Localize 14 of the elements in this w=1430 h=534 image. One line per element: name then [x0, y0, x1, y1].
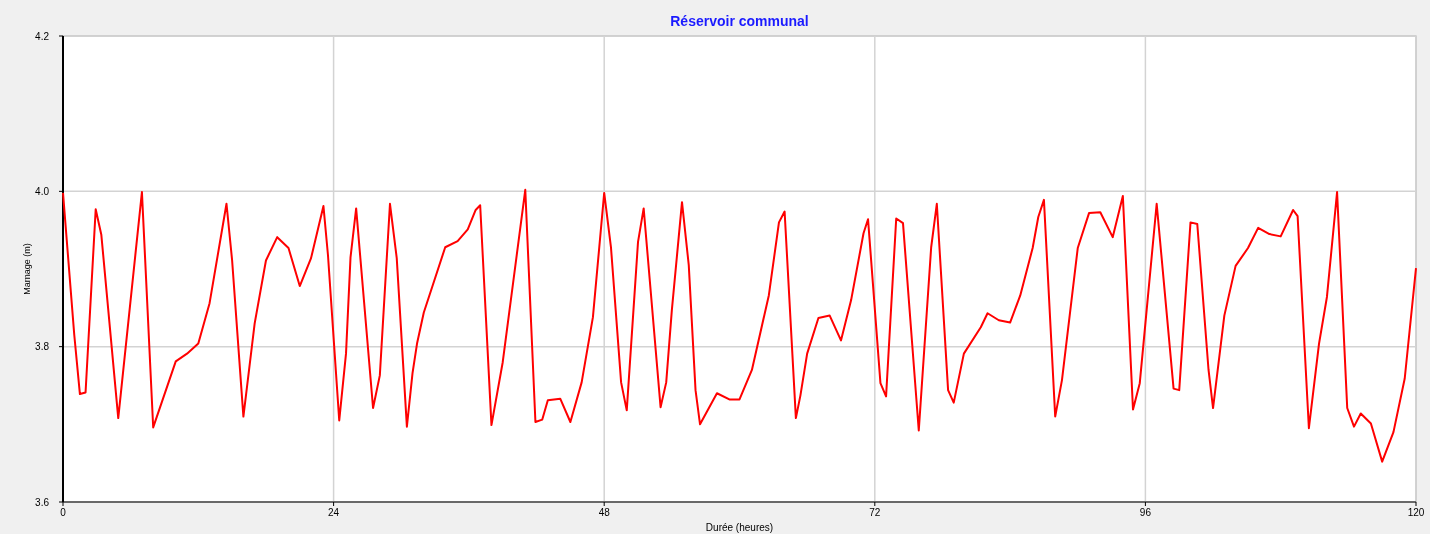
x-axis-title: Durée (heures)	[705, 522, 774, 533]
line-series	[62, 188, 1417, 463]
y-tick-label: 4.0	[35, 185, 50, 197]
x-tick-label: 24	[328, 507, 340, 518]
x-tick-label: 96	[1139, 507, 1152, 518]
x-tick-label: 120	[1407, 507, 1425, 518]
x-tick-label: 48	[598, 507, 611, 518]
y-tick-label: 3.8	[35, 341, 50, 353]
x-tick-label: 0	[60, 507, 67, 518]
chart-title: Réservoir communal	[670, 13, 809, 29]
y-tick-label: 3.6	[35, 496, 50, 508]
y-tick-label: 4.2	[35, 30, 50, 42]
x-tick-label: 72	[869, 507, 881, 518]
y-axis-title: Marnage (m)	[22, 243, 32, 295]
